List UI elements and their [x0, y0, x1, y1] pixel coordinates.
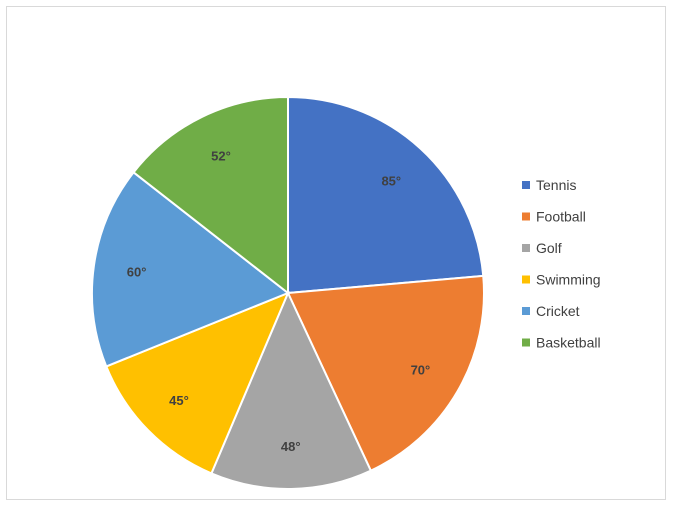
pie-slice-basketball [132, 95, 289, 296]
pie-slice-tennis [287, 95, 485, 295]
legend-label-basketball: Basketball [536, 335, 601, 351]
pie-slices [91, 95, 485, 490]
data-label-tennis: 85° [381, 173, 401, 188]
legend-swatch-cricket [522, 307, 530, 315]
legend: Tennis Football Golf Swimming Cricket Basketb… [522, 177, 601, 351]
data-label-football: 70° [411, 362, 431, 377]
legend-label-golf: Golf [536, 240, 562, 256]
legend-swatch-basketball [522, 338, 530, 347]
slice-labels: 85° 70° 48° 45° 60° 52° [127, 149, 430, 454]
pie-slice-swimming [104, 291, 290, 475]
legend-label-cricket: Cricket [536, 303, 580, 319]
legend-label-tennis: Tennis [536, 177, 576, 193]
legend-swatch-tennis [522, 181, 530, 189]
legend-swatch-football [522, 212, 530, 221]
legend-label-football: Football [536, 209, 586, 225]
legend-label-swimming: Swimming [536, 272, 601, 288]
pie-slice-golf [210, 290, 373, 490]
data-label-swimming: 45° [169, 393, 189, 408]
legend-swatch-golf [522, 244, 530, 252]
data-label-basketball: 52° [211, 149, 231, 164]
data-label-cricket: 60° [127, 265, 147, 280]
legend-swatch-swimming [522, 275, 530, 284]
pie-slice-football [286, 274, 485, 472]
pie-slice-cricket [91, 170, 290, 368]
data-label-golf: 48° [281, 439, 301, 454]
